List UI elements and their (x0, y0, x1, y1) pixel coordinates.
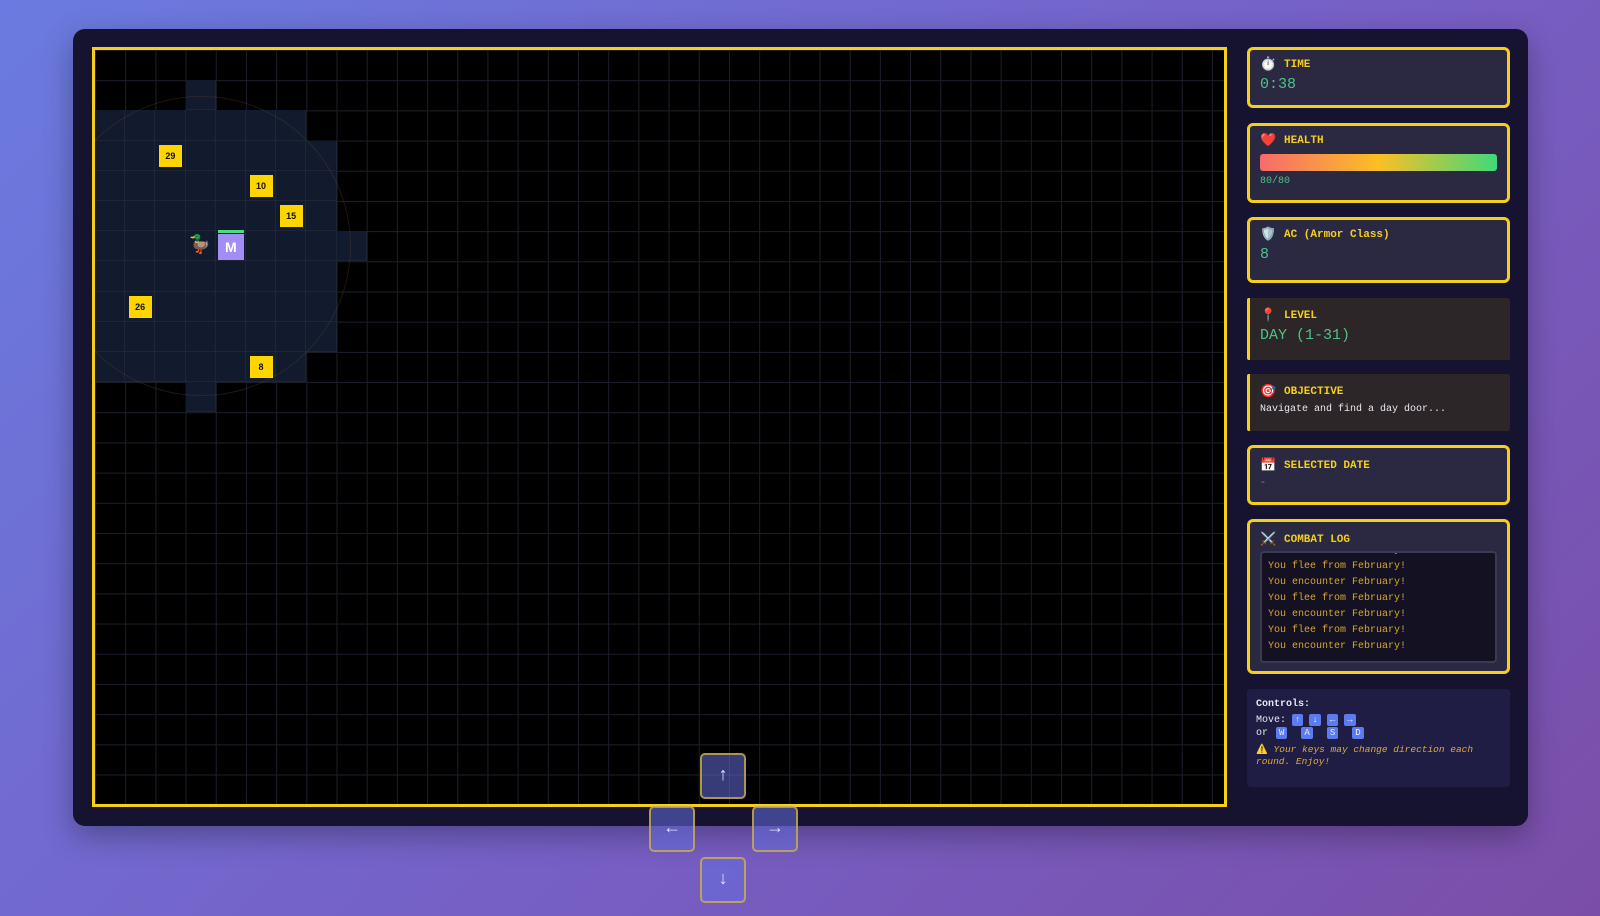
log-entry: You encounter February! (1268, 641, 1407, 652)
combat-log-card: ⚔️COMBAT LOG You encounter February!You … (1247, 519, 1510, 674)
player-health-bar (217, 230, 244, 234)
time-label: TIME (1284, 58, 1311, 71)
day-door-tile[interactable]: 29 (158, 144, 182, 167)
controls-title: Controls: (1256, 699, 1311, 710)
up-arrow-button[interactable]: ↑ (700, 753, 746, 799)
key-badge: A (1301, 727, 1313, 739)
objective-card: 🎯 OBJECTIVE Navigate and find a day door.… (1247, 374, 1510, 431)
level-card: 📍 LEVEL DAY (1-31) (1247, 298, 1510, 360)
log-entry: You flee from February! (1268, 593, 1407, 604)
player-token: M (217, 234, 244, 261)
right-arrow-button[interactable]: → (752, 806, 798, 852)
key-badge: S (1326, 727, 1339, 739)
log-entry: You encounter February! (1268, 553, 1489, 559)
stopwatch-icon: ⏱️ (1260, 57, 1277, 72)
crossed-swords-icon: ⚔️ (1260, 532, 1277, 547)
health-bar (1260, 154, 1497, 171)
ac-label: AC (Armor Class) (1284, 228, 1390, 241)
duck-icon: 🦆 (188, 236, 212, 257)
day-door-tile[interactable]: 10 (249, 174, 273, 197)
log-entry: You flee from February! (1268, 625, 1407, 636)
objective-label: OBJECTIVE (1284, 385, 1344, 398)
warning-text: Your keys may change direction each roun… (1256, 744, 1474, 767)
time-card: ⏱️ TIME 0:38 (1247, 47, 1510, 108)
level-label: LEVEL (1284, 309, 1318, 322)
log-entry: You encounter February! (1268, 577, 1407, 588)
ac-card: 🛡️ AC (Armor Class) 8 (1247, 217, 1510, 283)
game-board[interactable]: 🦆 M 29 10 15 26 8 (92, 47, 1227, 807)
or-label: or (1256, 728, 1269, 739)
warning-icon: ⚠️ (1256, 744, 1268, 755)
day-door-tile[interactable]: 26 (128, 295, 152, 318)
health-label: HEALTH (1284, 134, 1324, 147)
selected-date-card: 📅 SELECTED DATE - (1247, 445, 1510, 505)
key-badge: → (1344, 714, 1356, 726)
selected-date-value: - (1260, 478, 1267, 489)
log-entry: You flee from February! (1268, 561, 1407, 572)
key-badge: ← (1326, 714, 1339, 726)
combat-log[interactable]: You encounter February! You flee from Feb… (1260, 551, 1497, 663)
key-badge: W (1276, 727, 1288, 739)
key-badge: D (1352, 727, 1364, 739)
key-badge: ↓ (1309, 714, 1321, 726)
target-icon: 🎯 (1260, 384, 1277, 399)
log-entry: You encounter February! (1268, 609, 1407, 620)
move-keys-row: Move: ↑ ↓ ← → (1256, 714, 1501, 726)
down-arrow-button[interactable]: ↓ (700, 857, 746, 903)
calendar-icon: 📅 (1260, 458, 1277, 473)
move-label: Move: (1256, 715, 1287, 726)
pin-icon: 📍 (1260, 308, 1277, 323)
key-badge: ↑ (1292, 714, 1304, 726)
combat-log-label: COMBAT LOG (1284, 533, 1351, 546)
objective-text: Navigate and find a day door... (1260, 404, 1447, 415)
level-value: DAY (1-31) (1260, 327, 1351, 344)
warning: ⚠️ Your keys may change direction each r… (1256, 744, 1501, 768)
heart-icon: ❤️ (1260, 133, 1277, 148)
controls-help: Controls: Move: ↑ ↓ ← → or W A S D ⚠️ Your keys … (1247, 689, 1510, 787)
shield-icon: 🛡️ (1260, 227, 1277, 242)
time-value: 0:38 (1260, 76, 1297, 93)
health-value: 80/80 (1260, 176, 1291, 187)
ac-value: 8 (1260, 246, 1270, 263)
left-arrow-button[interactable]: ← (649, 806, 695, 852)
alt-keys-row: or W A S D (1256, 727, 1501, 739)
day-door-tile[interactable]: 15 (279, 205, 303, 227)
day-door-tile[interactable]: 8 (249, 356, 273, 378)
health-card: ❤️ HEALTH 80/80 (1247, 123, 1510, 203)
selected-date-label: SELECTED DATE (1284, 459, 1370, 472)
